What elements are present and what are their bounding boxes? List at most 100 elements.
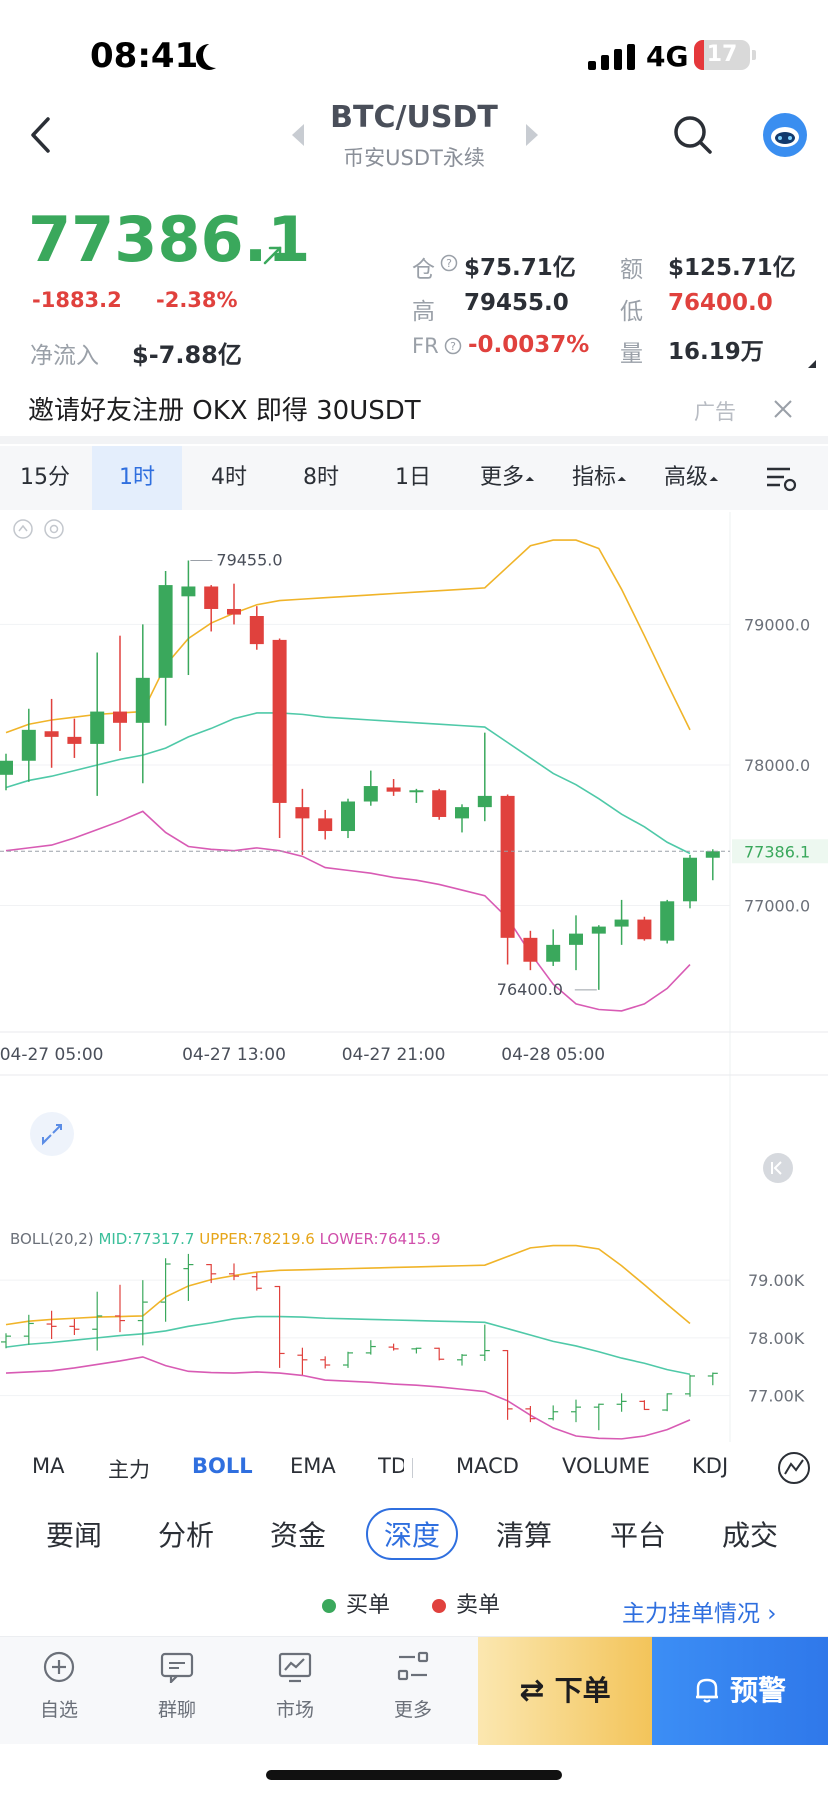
- tab-platform[interactable]: 平台: [610, 1519, 667, 1552]
- signal-icon: [588, 44, 638, 70]
- place-order-button[interactable]: ⇄ 下单: [478, 1637, 652, 1745]
- tab-more[interactable]: 更多: [460, 446, 550, 510]
- candle: [158, 571, 173, 726]
- info-icon[interactable]: ?: [444, 337, 462, 355]
- sub-candle: [183, 1253, 194, 1301]
- sub-boll-lines: [5, 1244, 691, 1440]
- nav-chat[interactable]: 群聊: [118, 1637, 236, 1745]
- sub-candle: [525, 1405, 536, 1423]
- candle-body: [318, 818, 333, 832]
- indicator-kdj[interactable]: KDJ: [692, 1454, 729, 1478]
- high-label: 高: [412, 299, 435, 325]
- sub-legend-name: BOLL(20,2): [10, 1230, 94, 1248]
- candle: [683, 854, 697, 909]
- candle: [295, 788, 310, 855]
- oi-value: $75.71亿: [464, 255, 576, 281]
- nav-more[interactable]: 更多: [354, 1637, 472, 1745]
- boll-lower-line: [5, 810, 691, 1012]
- tab-depth[interactable]: 深度: [366, 1508, 459, 1560]
- indicator-macd[interactable]: MACD: [456, 1454, 519, 1478]
- candle-body: [637, 919, 652, 940]
- sub-candle: [160, 1258, 171, 1322]
- fr-value: -0.0037%: [468, 332, 590, 358]
- settings-icon[interactable]: [44, 519, 64, 539]
- candle-body: [341, 801, 355, 832]
- candle: [591, 925, 606, 990]
- svg-text:?: ?: [450, 340, 456, 353]
- ad-banner-text[interactable]: 邀请好友注册 OKX 即得 30USDT: [28, 396, 421, 426]
- tab-8h[interactable]: 8时: [303, 465, 339, 490]
- candle-body: [227, 608, 241, 615]
- info-icon[interactable]: ?: [440, 254, 458, 272]
- indicator-ema[interactable]: EMA: [290, 1454, 336, 1478]
- close-icon[interactable]: [772, 398, 794, 420]
- indicator-boll[interactable]: BOLL: [192, 1454, 253, 1478]
- tab-funds[interactable]: 资金: [270, 1519, 327, 1552]
- sub-candle: [46, 1310, 57, 1340]
- last-price-tag: [732, 839, 828, 864]
- scroll-latest-icon[interactable]: [763, 1153, 793, 1183]
- candle: [21, 708, 36, 782]
- tab-indicators-label: 指标: [571, 465, 616, 490]
- sub-candle: [616, 1393, 627, 1412]
- legend-buy: 买单: [322, 1587, 390, 1619]
- sub-candle: [502, 1349, 513, 1420]
- nav-market[interactable]: 市场: [236, 1637, 354, 1745]
- candle: [181, 560, 196, 676]
- next-pair-icon[interactable]: [526, 124, 538, 146]
- expand-corner-icon[interactable]: [808, 360, 816, 368]
- indicator-bar: MA 主力 BOLL EMA TD MACD VOLUME KDJ: [0, 1446, 828, 1490]
- candle-body: [614, 919, 629, 927]
- collapse-icon[interactable]: [13, 519, 33, 539]
- sub-candle: [571, 1399, 581, 1423]
- chat-icon: [160, 1652, 194, 1685]
- nav-watchlist[interactable]: 自选: [0, 1637, 118, 1745]
- prev-pair-icon[interactable]: [292, 124, 304, 146]
- tab-indicators[interactable]: 指标: [552, 446, 642, 510]
- candle-body: [705, 851, 720, 858]
- tab-analysis[interactable]: 分析: [158, 1519, 215, 1552]
- tab-advanced[interactable]: 高级: [644, 446, 734, 510]
- price-alert-button[interactable]: 预警: [652, 1637, 828, 1745]
- tab-liquidation[interactable]: 清算: [496, 1519, 553, 1552]
- main-orders-link[interactable]: 主力挂单情况 ›: [622, 1601, 777, 1627]
- tab-4h[interactable]: 4时: [211, 465, 247, 490]
- candle: [386, 779, 401, 796]
- candle: [546, 929, 561, 966]
- candle-body: [67, 736, 82, 744]
- kline-chart[interactable]: 79000.0 78000.0 77386.1 77000.0 79455.0 76400…: [0, 512, 828, 1442]
- pair-title[interactable]: BTC/USDT: [330, 100, 498, 135]
- indicator-td[interactable]: TD: [378, 1454, 404, 1478]
- sub-axis-label: 77.00K: [748, 1387, 805, 1406]
- tab-15m[interactable]: 15分: [20, 465, 70, 490]
- time-axis-label: 04-27 21:00: [342, 1045, 446, 1065]
- avatar[interactable]: [762, 112, 808, 158]
- draw-tool-icon[interactable]: [776, 1450, 812, 1486]
- sub-candle: [388, 1343, 399, 1351]
- candles: [0, 560, 720, 990]
- volume-value: 16.19万: [668, 339, 764, 365]
- fullscreen-icon[interactable]: [30, 1112, 74, 1156]
- back-icon[interactable]: [28, 116, 52, 154]
- tab-1h[interactable]: 1时: [92, 446, 182, 510]
- candle: [341, 798, 355, 839]
- tab-trades[interactable]: 成交: [722, 1519, 779, 1552]
- indicator-main[interactable]: 主力: [108, 1458, 150, 1482]
- sub-candle: [297, 1347, 308, 1375]
- candle-body: [477, 795, 492, 808]
- price-change: -1883.2: [32, 288, 122, 312]
- indicator-ma[interactable]: MA: [32, 1454, 65, 1478]
- tab-1d[interactable]: 1日: [395, 465, 431, 490]
- battery-level: 17: [706, 42, 738, 67]
- sub-candle: [274, 1285, 285, 1368]
- sub-candle: [434, 1347, 445, 1361]
- sub-candle: [115, 1284, 125, 1333]
- chart-settings-icon[interactable]: [764, 464, 798, 494]
- sell-dot-icon: [432, 1599, 446, 1613]
- tab-news[interactable]: 要闻: [46, 1519, 103, 1552]
- candle-body: [0, 760, 13, 775]
- legend-sell: 卖单: [432, 1587, 500, 1619]
- search-icon[interactable]: [672, 114, 714, 156]
- candle: [569, 915, 583, 971]
- indicator-volume[interactable]: VOLUME: [562, 1454, 650, 1478]
